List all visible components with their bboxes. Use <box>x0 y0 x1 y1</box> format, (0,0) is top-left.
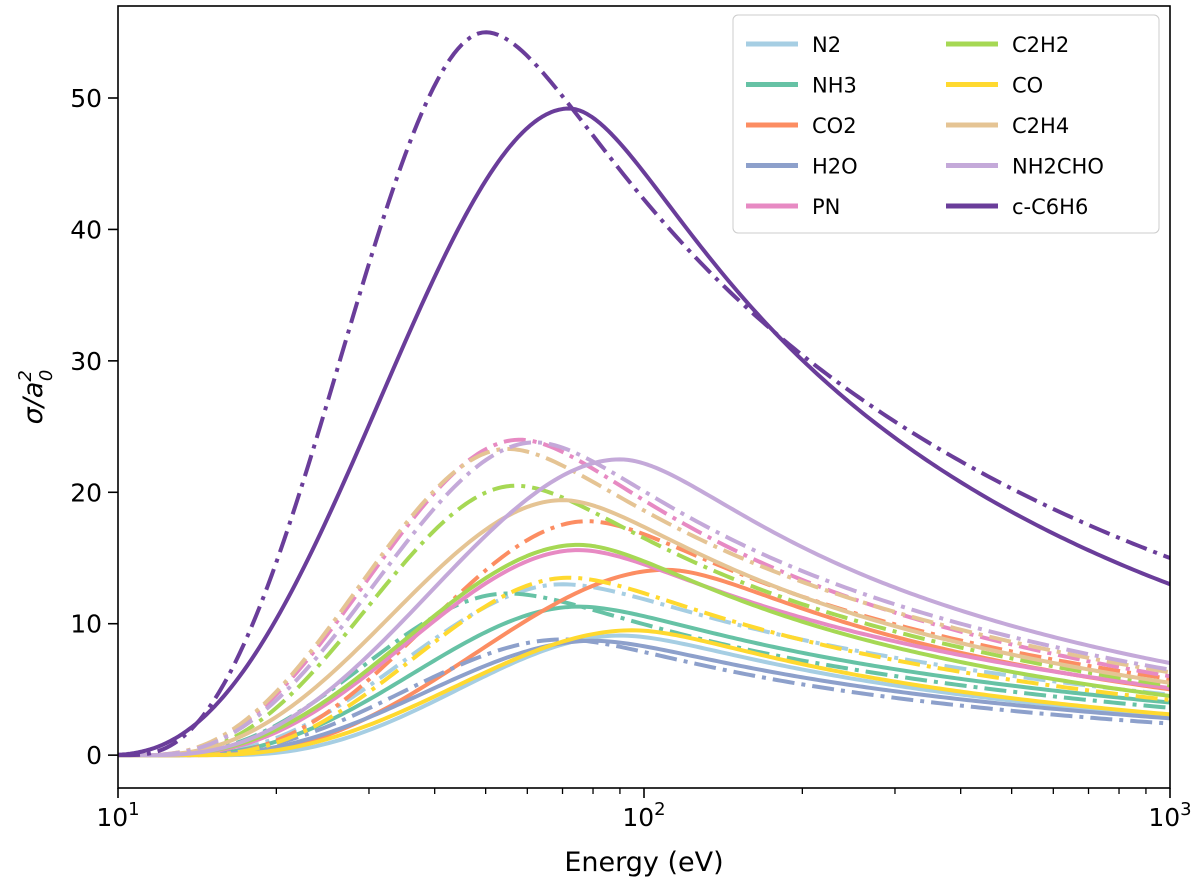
legend-label-h2o: H2O <box>812 155 858 179</box>
y-axis: 0 10 20 30 40 50 <box>70 84 118 770</box>
y-tick-label: 10 <box>70 610 102 639</box>
series-line-c2h2-solid <box>118 542 1170 758</box>
series-line-c2h2-dashdot <box>118 483 1170 758</box>
series-line-pn-dashdot <box>118 437 1170 758</box>
x-tick-label: 103 <box>1148 799 1191 832</box>
series-line-c-c6h6-dashdot <box>118 30 1170 758</box>
x-tick-label: 101 <box>96 799 139 832</box>
y-tick-label: 30 <box>70 347 102 376</box>
y-tick-label: 20 <box>70 478 102 507</box>
series-line-c-c6h6-solid <box>118 106 1170 757</box>
y-axis-label: σ/a20 <box>15 370 57 425</box>
y-tick-label: 50 <box>70 84 102 113</box>
series-line-h2o-dashdot <box>118 637 1170 758</box>
series-line-co-solid <box>118 628 1170 758</box>
series-line-pn-solid <box>118 548 1170 758</box>
legend-label-nh3: NH3 <box>812 74 857 98</box>
legend-label-c2h2: C2H2 <box>1012 33 1069 57</box>
legend-label-co: CO <box>1012 74 1043 98</box>
series-line-c2h4-dashdot <box>118 446 1170 758</box>
x-tick-label: 102 <box>622 799 665 832</box>
y-tick-label: 0 <box>86 741 102 770</box>
legend-label-n2: N2 <box>812 33 841 57</box>
series-line-nh2cho-dashdot <box>118 440 1170 758</box>
series-line-co-dashdot <box>118 575 1170 758</box>
legend: N2 NH3 CO2 H2O PN C2H2 CO C2H4 NH2CHO c-C6H6 <box>732 14 1160 234</box>
legend-label-co2: CO2 <box>812 114 857 138</box>
y-tick-label: 40 <box>70 215 102 244</box>
legend-label-c2h4: C2H4 <box>1012 114 1069 138</box>
series-line-n2-solid <box>118 633 1170 758</box>
legend-label-nh2cho: NH2CHO <box>1012 155 1104 179</box>
series-line-co2-dashdot <box>118 519 1170 758</box>
series-line-nh2cho-solid <box>118 457 1170 758</box>
series-line-c2h4-solid <box>118 498 1170 758</box>
x-axis: 101 102 103 <box>96 788 1192 832</box>
legend-label-c-c6h6: c-C6H6 <box>1012 195 1088 219</box>
series-line-h2o-solid <box>118 638 1170 758</box>
x-axis-label: Energy (eV) <box>564 847 723 878</box>
plot-curves <box>118 30 1170 758</box>
series-line-nh3-dashdot <box>118 591 1170 758</box>
legend-label-pn: PN <box>812 195 840 219</box>
